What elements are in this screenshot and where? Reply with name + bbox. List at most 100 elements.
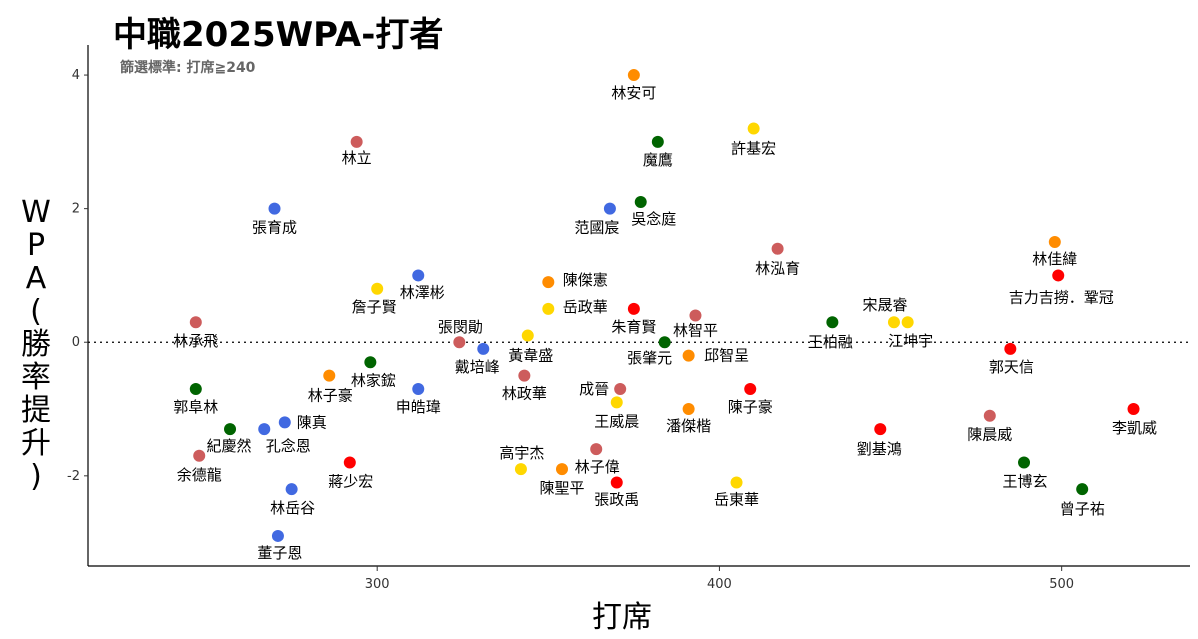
data-point	[590, 443, 603, 456]
point-label: 陳真	[297, 413, 327, 431]
y-axis-label-char: 勝	[21, 327, 51, 362]
point-label: 林承飛	[173, 332, 218, 350]
data-point	[603, 202, 616, 215]
point-label: 宋晟睿	[862, 296, 907, 314]
y-tick-label: 2	[72, 202, 80, 217]
data-point	[651, 135, 664, 148]
point-label: 董子恩	[257, 544, 302, 562]
data-point	[271, 529, 284, 542]
data-point	[278, 416, 291, 429]
data-point	[268, 202, 281, 215]
point-label: 林子豪	[308, 387, 353, 405]
data-point	[826, 316, 839, 329]
data-point	[1018, 456, 1031, 469]
y-axis-label-char: A	[26, 261, 47, 296]
data-point	[874, 423, 887, 436]
data-point	[682, 349, 695, 362]
data-point	[364, 356, 377, 369]
data-point	[1076, 483, 1089, 496]
point-label: 成晉	[579, 380, 609, 398]
point-label: 戴培峰	[455, 358, 500, 376]
y-tick-label: 4	[72, 68, 80, 83]
data-point	[518, 369, 531, 382]
data-point	[771, 242, 784, 255]
point-label: 林政華	[502, 385, 547, 403]
y-axis-label-char: 率	[21, 360, 51, 395]
point-label: 魔鷹	[643, 151, 673, 169]
data-point	[744, 382, 757, 395]
point-label: 江坤宇	[888, 332, 933, 350]
y-tick-label: 0	[72, 335, 80, 350]
data-point	[634, 195, 647, 208]
point-label: 林泓育	[755, 260, 800, 278]
y-axis-label-char: )	[30, 459, 42, 494]
data-point	[689, 309, 702, 322]
chart-title: 中職2025WPA-打者	[113, 15, 443, 55]
point-label: 陳晨威	[967, 426, 1012, 444]
y-axis-label-char: 升	[21, 426, 51, 461]
data-point	[1052, 269, 1065, 282]
data-point	[542, 302, 555, 315]
point-label: 余德龍	[177, 466, 222, 484]
y-axis-label-char: 提	[21, 393, 51, 428]
data-point	[627, 69, 640, 82]
data-point	[514, 463, 527, 476]
x-tick-label: 300	[365, 577, 390, 592]
data-point	[682, 403, 695, 416]
data-point	[627, 302, 640, 315]
data-point	[189, 382, 202, 395]
point-label: 張肇元	[627, 349, 672, 367]
data-point	[323, 369, 336, 382]
data-point	[730, 476, 743, 489]
data-point	[258, 423, 271, 436]
point-label: 林澤彬	[400, 283, 445, 301]
point-label: 黃韋盛	[508, 347, 553, 365]
x-tick-label: 400	[707, 577, 732, 592]
y-axis-label-char: (	[30, 294, 42, 329]
point-label: 林岳谷	[270, 499, 315, 517]
point-label: 申皓瑋	[396, 398, 441, 416]
data-point	[343, 456, 356, 469]
point-label: 張育成	[252, 219, 297, 237]
point-label: 朱育賢	[611, 318, 656, 336]
data-point	[747, 122, 760, 135]
point-label: 郭天信	[989, 358, 1034, 376]
point-label: 林家鋐	[351, 371, 396, 389]
data-point	[193, 449, 206, 462]
point-label: 高宇杰	[499, 444, 544, 462]
data-point	[521, 329, 534, 342]
data-point	[1127, 403, 1140, 416]
point-label: 郭阜林	[173, 398, 218, 416]
data-point	[610, 476, 623, 489]
data-point	[1048, 236, 1061, 249]
data-point	[412, 269, 425, 282]
x-tick-label: 500	[1049, 577, 1074, 592]
point-label: 張閔勛	[438, 318, 483, 336]
point-label: 林智平	[673, 322, 718, 340]
data-point	[224, 423, 237, 436]
point-label: 李凱威	[1112, 419, 1157, 437]
point-label: 林安可	[611, 84, 656, 102]
data-point	[614, 382, 627, 395]
point-label: 許基宏	[731, 139, 776, 157]
point-label: 陳傑憲	[563, 271, 608, 289]
point-label: 岳政華	[563, 298, 608, 316]
data-point	[658, 336, 671, 349]
data-point	[412, 382, 425, 395]
point-label: 潘傑楷	[666, 417, 711, 435]
data-point	[887, 316, 900, 329]
y-axis-label-char: W	[21, 195, 51, 230]
x-axis-label: 打席	[592, 600, 652, 635]
data-point	[555, 463, 568, 476]
data-point	[1004, 342, 1017, 355]
point-label: 蔣少宏	[328, 472, 373, 490]
y-tick-label: -2	[67, 469, 80, 484]
point-label: 邱智呈	[704, 347, 749, 365]
point-label: 陳子豪	[728, 398, 773, 416]
point-label: 詹子賢	[352, 298, 397, 316]
y-axis-label-char: P	[27, 228, 45, 263]
data-point	[610, 396, 623, 409]
point-label: 曾子祐	[1060, 500, 1105, 518]
point-label: 劉基鴻	[857, 440, 902, 458]
